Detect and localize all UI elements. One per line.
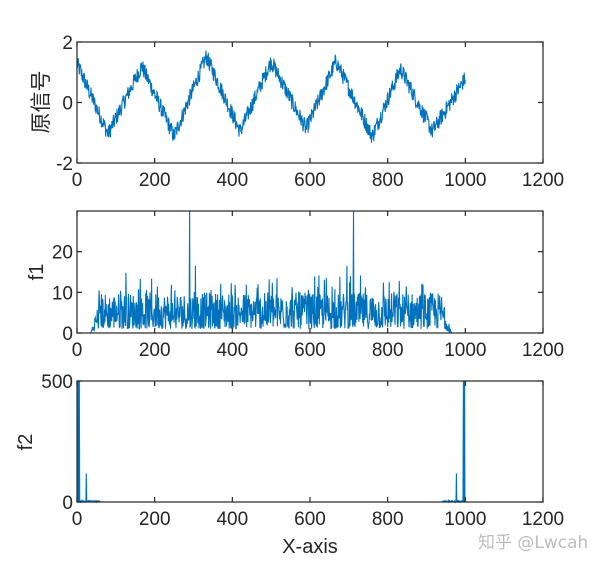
subplot-original-signal: 0 200 400 600 800 1000 1200-202 原信号 (29, 33, 564, 191)
x-tick-label: 1200 (522, 340, 564, 361)
x-tick-label: 400 (216, 170, 248, 191)
x-tick-label: 1000 (444, 340, 486, 361)
subplot-f1: 0 200 400 600 800 1000 1200 0 10 20 f1 (26, 210, 564, 361)
y-tick-label: 10 (52, 283, 73, 304)
y-tick-label: 20 (52, 243, 73, 264)
x-tick-label: 1200 (522, 509, 564, 530)
y-tick-label: 2 (62, 33, 73, 54)
original-signal-line (76, 50, 466, 143)
watermark: 知乎 @Lwcah (478, 533, 588, 553)
y-tick-label: 0 (62, 493, 73, 514)
x-tick-label: 600 (294, 509, 326, 530)
x-tick-label: 400 (216, 509, 248, 530)
y-axis-label: f2 (15, 434, 37, 451)
y-tick-label: -2 (56, 154, 73, 175)
y-tick-label: 500 (41, 372, 73, 393)
x-tick-label: 0 (72, 340, 83, 361)
x-tick-label: 600 (294, 340, 326, 361)
x-tick-label: 400 (216, 340, 248, 361)
y-axis-label: f1 (26, 264, 48, 281)
subplot-f2: 0 200 400 600 800 1000 1200 0 500 f2 (15, 372, 564, 530)
y-tick-label: 0 (62, 94, 73, 115)
x-tick-label: 1000 (444, 509, 486, 530)
x-tick-label: 200 (139, 340, 171, 361)
f2-line (76, 380, 466, 504)
x-tick-label: 200 (139, 170, 171, 191)
x-tick-label: 0 (72, 509, 83, 530)
y-axis-label: 原信号 (29, 71, 53, 134)
x-axis-label: X-axis (282, 536, 338, 558)
y-tick-label: 0 (62, 324, 73, 345)
x-tick-label: 1200 (522, 170, 564, 191)
x-tick-label: 800 (372, 509, 404, 530)
x-tick-label: 800 (372, 170, 404, 191)
x-tick-label: 1000 (444, 170, 486, 191)
x-tick-label: 800 (372, 340, 404, 361)
x-tick-label: 200 (139, 509, 171, 530)
f1-line (77, 210, 466, 334)
x-tick-label: 600 (294, 170, 326, 191)
x-tick-label: 0 (72, 170, 83, 191)
axes-box (76, 380, 544, 503)
